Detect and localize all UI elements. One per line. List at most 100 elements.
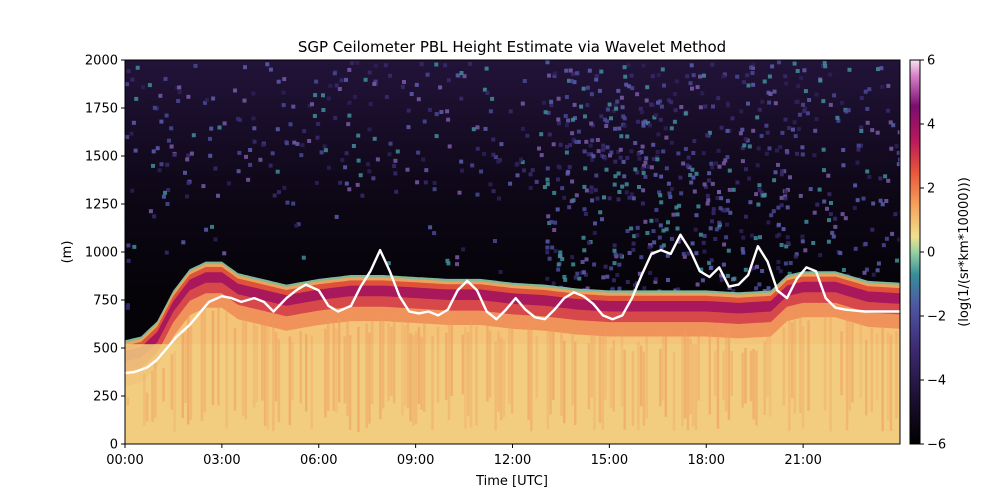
noise-speck [265,62,270,67]
noise-speck [522,168,526,173]
noise-speck [579,104,584,109]
noise-speck [275,169,280,174]
noise-speck [355,60,360,65]
noise-speck [423,180,428,185]
noise-speck [152,214,157,219]
noise-speck [462,74,467,79]
noise-speck [649,218,654,223]
noise-speck [576,139,581,144]
noise-speck [461,247,466,252]
noise-speck [767,146,772,151]
noise-speck [439,110,444,114]
streak [154,363,157,419]
noise-speck [652,115,657,120]
streak [645,334,648,419]
noise-speck [291,201,296,206]
noise-speck [695,85,700,90]
streak [574,341,577,426]
noise-speck [643,219,648,224]
noise-speck [859,96,864,100]
streak [875,334,879,401]
noise-speck [890,231,895,236]
noise-speck [405,167,410,172]
noise-speck [322,144,327,149]
noise-speck [582,184,587,189]
noise-speck [203,100,207,105]
noise-speck [702,182,707,187]
streak [560,329,563,417]
noise-speck [545,276,550,281]
noise-speck [803,106,808,111]
noise-speck [774,148,779,153]
streak [450,322,453,396]
noise-speck [617,190,622,194]
noise-speck [671,212,676,217]
noise-speck [615,273,620,277]
noise-speck [840,212,845,217]
streak [672,351,676,431]
noise-speck [767,74,772,79]
noise-speck [703,184,708,189]
noise-speck [491,189,496,194]
noise-speck [741,250,746,255]
noise-speck [584,139,589,144]
noise-speck [609,288,614,293]
noise-speck [375,157,380,162]
noise-speck [627,84,632,89]
noise-speck [683,147,688,151]
noise-speck [805,111,810,116]
noise-speck [781,227,786,232]
noise-speck [490,96,495,101]
noise-speck [590,198,595,203]
noise-speck [779,203,784,208]
noise-speck [843,216,848,221]
noise-speck [333,115,338,120]
noise-speck [222,121,227,126]
noise-speck [321,93,325,98]
noise-speck [666,278,670,282]
noise-speck [625,155,630,160]
streak [423,321,426,412]
noise-speck [213,166,218,171]
streak [203,303,206,413]
noise-speck [705,201,710,206]
noise-speck [281,90,286,95]
noise-speck [689,63,694,68]
noise-speck [700,278,705,283]
noise-speck [757,282,762,287]
streak [749,350,753,402]
noise-speck [708,266,713,270]
noise-speck [876,67,880,72]
noise-layer [125,60,900,310]
noise-speck [576,129,581,134]
streak [370,320,374,405]
streak [768,333,772,417]
noise-speck [710,219,714,224]
noise-speck [678,236,683,241]
noise-speck [547,256,552,261]
colorbar-tick-label: 2 [927,182,935,197]
noise-speck [609,116,613,121]
streak [379,318,382,420]
colorbar-gradient [909,59,921,445]
noise-speck [598,210,603,215]
noise-speck [757,107,762,112]
noise-speck [216,193,220,198]
noise-speck [725,155,730,160]
noise-speck [690,86,694,91]
noise-speck [353,94,357,99]
noise-speck [189,151,194,156]
noise-speck [493,239,497,243]
noise-speck [564,68,569,73]
noise-speck [807,98,812,102]
noise-speck [679,191,684,196]
noise-speck [530,168,535,173]
noise-speck [793,254,798,259]
streak [642,351,646,426]
noise-speck [367,169,372,174]
noise-speck [659,200,664,205]
noise-speck [558,142,563,147]
noise-speck [627,251,632,255]
noise-speck [641,164,646,169]
noise-speck [625,134,630,139]
